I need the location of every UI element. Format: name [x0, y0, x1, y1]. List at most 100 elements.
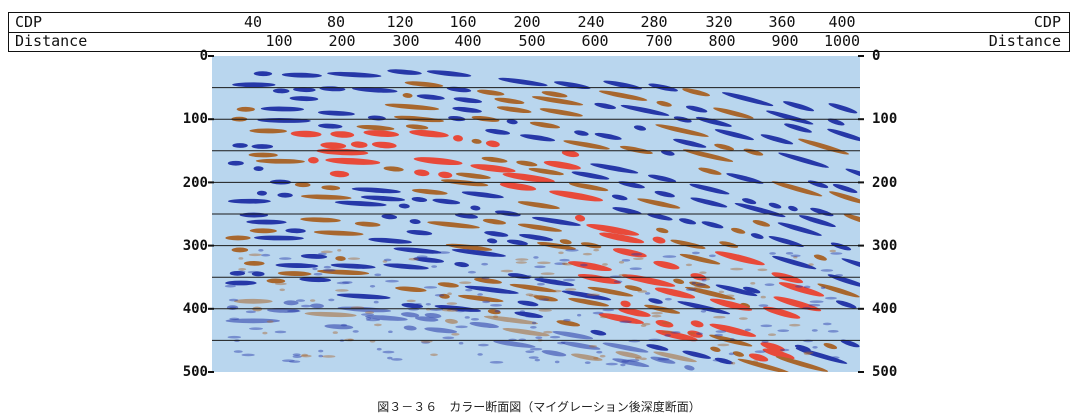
reflector-event: [253, 71, 273, 77]
noise-event: [451, 333, 460, 336]
reflector-event: [679, 218, 697, 225]
reflector-event: [334, 200, 387, 207]
reflector-event: [783, 101, 815, 112]
reflector-event: [750, 233, 764, 239]
reflector-event: [318, 123, 343, 129]
noise-event: [386, 356, 393, 360]
reflector-event: [387, 69, 422, 75]
noise-event: [593, 356, 599, 360]
reflector-event: [300, 217, 341, 223]
noise-event: [481, 262, 489, 266]
noise-event: [261, 253, 271, 257]
reflector-event: [602, 342, 649, 353]
noise-event: [758, 304, 769, 307]
reflector-event: [560, 341, 601, 350]
reflector-event: [406, 229, 433, 236]
reflector-event: [843, 213, 860, 225]
noise-event: [300, 354, 312, 358]
reflector-event: [775, 356, 829, 372]
noise-event: [500, 269, 514, 273]
noise-event: [328, 298, 335, 302]
reflector-event: [517, 201, 560, 210]
reflector-event: [568, 297, 610, 307]
noise-event: [515, 258, 529, 261]
reflector-event: [646, 344, 669, 351]
reflector-event: [778, 282, 825, 297]
reflector-event: [714, 251, 765, 266]
noise-event: [236, 270, 246, 274]
noise-event: [829, 249, 837, 253]
noise-event: [342, 281, 353, 284]
reflector-event: [300, 253, 328, 259]
cdp-tick: 360: [768, 13, 796, 31]
reflector-event: [414, 169, 430, 177]
noise-event: [531, 321, 537, 325]
reflector-event: [321, 185, 341, 191]
reflector-event: [398, 203, 410, 209]
noise-event: [730, 267, 744, 271]
noise-event: [337, 248, 342, 252]
noise-event: [641, 322, 651, 326]
noise-event: [318, 349, 324, 353]
reflector-event: [732, 351, 745, 357]
noise-event: [385, 279, 399, 283]
reflector-event: [685, 286, 736, 300]
noise-event: [416, 255, 428, 258]
reflector-event: [531, 96, 584, 106]
noise-event: [489, 303, 503, 307]
noise-event: [233, 350, 243, 353]
reflector-event: [484, 231, 509, 237]
reflector-event: [689, 183, 730, 195]
noise-event: [406, 299, 416, 303]
reflector-event: [841, 258, 860, 276]
reflector-event: [363, 130, 400, 137]
reflector-event: [400, 312, 420, 318]
reflector-event: [393, 247, 442, 254]
noise-event: [808, 303, 821, 307]
noise-event: [586, 293, 600, 297]
noise-event: [637, 290, 648, 293]
reflector-event: [275, 263, 319, 269]
noise-event: [382, 350, 395, 354]
reflector-event: [455, 172, 491, 179]
reflector-event: [266, 278, 286, 284]
noise-event: [274, 282, 287, 286]
reflector-event: [471, 138, 482, 144]
noise-event: [442, 336, 455, 340]
noise-event: [549, 289, 562, 293]
reflector-event: [294, 182, 311, 188]
noise-event: [364, 311, 375, 314]
noise-event: [227, 335, 242, 339]
noise-event: [803, 351, 814, 355]
reflector-event: [352, 87, 398, 93]
reflector-event: [424, 327, 458, 334]
reflector-event: [229, 270, 246, 276]
noise-event: [830, 356, 840, 359]
noise-event: [538, 298, 550, 301]
reflector-event: [383, 166, 404, 172]
noise-event: [224, 284, 236, 288]
reflector-event: [335, 256, 346, 261]
reflector-event: [823, 342, 838, 350]
reflector-event: [682, 88, 711, 97]
cdp-tick: 40: [243, 13, 263, 31]
reflector-event: [768, 236, 804, 247]
noise-event: [312, 267, 318, 271]
noise-event: [602, 263, 608, 266]
reflector-event: [832, 183, 858, 194]
depth-label-right: 400: [872, 301, 898, 317]
reflector-event: [784, 123, 812, 133]
reflector-event: [317, 110, 355, 116]
noise-event: [596, 350, 603, 354]
noise-event: [415, 303, 422, 306]
reflector-event: [534, 278, 575, 287]
reflector-event: [673, 138, 707, 148]
reflector-event: [652, 236, 666, 244]
reflector-event: [337, 306, 392, 313]
reflector-event: [454, 213, 478, 219]
reflector-event: [300, 194, 352, 200]
noise-event: [352, 330, 359, 333]
reflector-event: [384, 103, 440, 111]
reflector-event: [411, 197, 428, 203]
reflector-event: [411, 188, 448, 195]
